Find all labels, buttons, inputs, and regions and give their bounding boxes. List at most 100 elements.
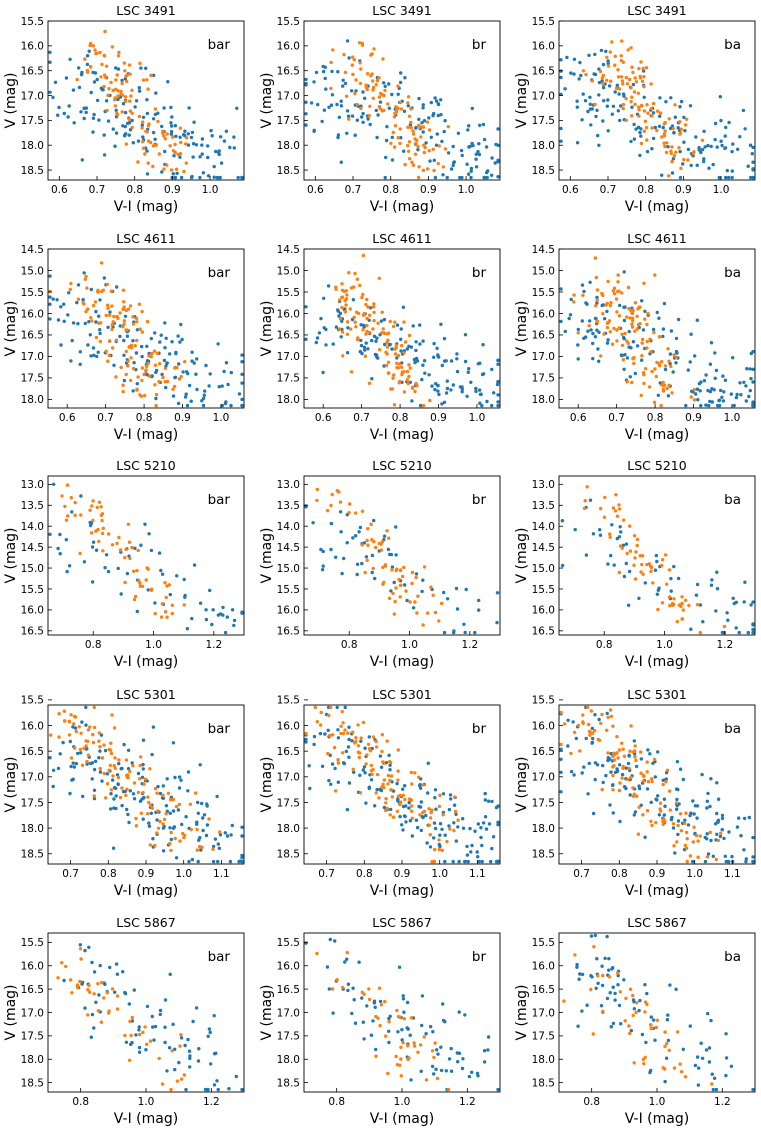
star-point: [221, 613, 225, 617]
star-point: [192, 120, 196, 124]
star-point: [72, 121, 76, 125]
selected-star-point: [636, 832, 641, 836]
star-point: [644, 1040, 648, 1045]
selected-star-point: [184, 136, 189, 140]
selected-star-point: [374, 545, 378, 550]
star-point: [585, 1003, 589, 1007]
star-point: [140, 123, 144, 127]
star-point: [183, 595, 187, 599]
selected-star-point: [698, 834, 702, 838]
star-point: [338, 311, 343, 315]
star-point: [402, 109, 407, 114]
selected-star-point: [441, 813, 445, 817]
x-axis-label: V-I (mag): [114, 1111, 178, 1127]
star-point: [240, 855, 244, 860]
star-point: [109, 792, 113, 796]
selected-star-point: [218, 830, 222, 834]
star-point: [204, 608, 208, 612]
x-axis-label: V-I (mag): [370, 1111, 434, 1127]
selected-star-point: [694, 833, 699, 838]
star-point: [147, 532, 151, 536]
selected-star-point: [635, 314, 639, 318]
star-point: [463, 1013, 467, 1017]
star-point: [168, 352, 172, 356]
selected-star-point: [651, 101, 656, 106]
y-tick-label: 14.5: [21, 244, 44, 256]
selected-star-point: [148, 803, 153, 808]
star-point: [437, 392, 441, 397]
star-point: [588, 95, 592, 100]
x-tick-label: 1.0: [713, 184, 730, 196]
star-point: [688, 813, 692, 818]
star-point: [481, 821, 486, 825]
star-point: [346, 988, 350, 993]
selected-star-point: [679, 604, 683, 609]
selected-star-point: [331, 733, 335, 737]
selected-star-point: [135, 320, 139, 324]
star-point: [363, 348, 367, 352]
selected-star-point: [636, 91, 641, 96]
star-point: [588, 498, 593, 502]
star-point: [590, 107, 594, 111]
selected-star-point: [73, 500, 77, 505]
selected-star-point: [380, 733, 385, 737]
selected-star-point: [345, 320, 350, 324]
star-point: [722, 836, 726, 841]
star-point: [324, 343, 328, 347]
selected-star-point: [392, 612, 397, 616]
star-point: [185, 403, 190, 408]
selected-star-point: [340, 295, 344, 300]
x-tick-label: 0.9: [394, 868, 411, 880]
x-tick-label: 0.9: [420, 184, 437, 196]
star-point: [160, 124, 164, 129]
selected-star-point: [92, 794, 96, 798]
selected-star-point: [328, 733, 332, 738]
selected-star-point: [691, 151, 695, 156]
selected-star-point: [640, 562, 644, 567]
selected-star-point: [390, 795, 394, 799]
selected-star-point: [658, 111, 663, 115]
selected-star-point: [695, 603, 700, 607]
star-point: [192, 563, 197, 567]
selected-star-point: [413, 600, 417, 604]
selected-star-point: [635, 537, 640, 542]
star-point: [189, 135, 194, 140]
star-point: [137, 1028, 141, 1032]
star-point: [130, 118, 134, 123]
x-tick-label: 0.8: [328, 1096, 345, 1108]
selected-star-point: [662, 134, 667, 138]
star-point: [746, 630, 750, 635]
star-point: [170, 115, 174, 119]
selected-star-point: [132, 569, 136, 573]
selected-star-point: [630, 325, 635, 329]
star-point: [447, 1057, 452, 1061]
selected-star-point: [156, 809, 160, 813]
star-point: [709, 144, 713, 149]
selected-star-point: [91, 44, 96, 48]
star-point: [202, 393, 206, 397]
selected-star-point: [104, 796, 108, 800]
y-axis-label: V (mag): [259, 300, 275, 356]
star-point: [203, 389, 207, 393]
y-tick-label: 18.5: [532, 849, 555, 861]
star-point: [327, 778, 331, 783]
selected-star-point: [60, 494, 64, 498]
x-axis-label: V-I (mag): [370, 199, 434, 215]
selected-star-point: [640, 337, 645, 342]
selected-star-point: [617, 87, 622, 91]
y-tick-label: 17.5: [277, 373, 300, 385]
star-point: [622, 785, 627, 789]
selected-star-point: [124, 95, 128, 99]
star-point: [751, 160, 755, 164]
x-tick-label: 1.0: [394, 1096, 411, 1108]
star-point: [228, 145, 232, 150]
star-point: [605, 711, 609, 716]
star-point: [616, 983, 620, 987]
star-point: [469, 169, 473, 173]
star-point: [194, 1006, 199, 1010]
star-point: [618, 118, 622, 123]
selected-star-point: [591, 731, 595, 735]
star-point: [64, 76, 69, 80]
star-point: [171, 826, 176, 830]
selected-star-point: [140, 378, 144, 383]
